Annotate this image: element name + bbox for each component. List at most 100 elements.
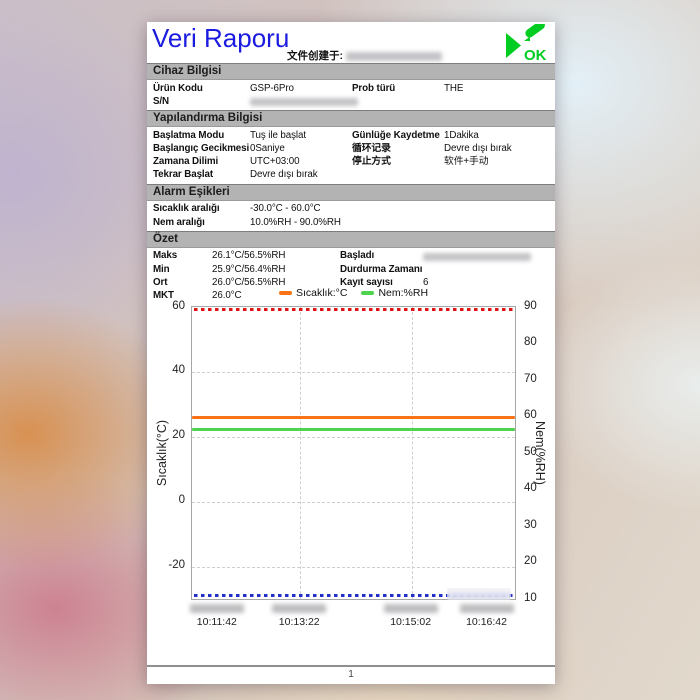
chart-legend: Sıcaklık:°C Nem:%RH	[191, 287, 516, 299]
v-gridline	[411, 307, 413, 599]
x-tick-time: 10:11:42	[196, 616, 237, 628]
y-tick-right: 10	[524, 591, 537, 604]
field-value: GSP-6Pro	[250, 82, 294, 94]
y-tick-right: 50	[524, 445, 537, 458]
field-value: 软件+手动	[444, 156, 489, 168]
table-row: Zamana Dilimi UTC+03:00 停止方式 软件+手动	[147, 155, 555, 168]
field-value: 6	[423, 276, 429, 288]
field-label: Ürün Kodu	[153, 82, 203, 94]
section-body: Sıcaklık aralığı -30.0°C - 60.0°C Nem aral…	[147, 201, 555, 231]
legend-swatch	[278, 291, 292, 295]
field-label: Min	[153, 263, 170, 275]
x-tick-time: 10:15:02	[390, 616, 432, 628]
field-value	[423, 263, 555, 276]
x-tick-date-redacted	[459, 604, 514, 613]
y-tick-left: 40	[172, 364, 185, 377]
field-label: 停止方式	[352, 156, 391, 168]
alarm-line-low	[194, 594, 513, 598]
field-label: Ort	[153, 276, 168, 288]
field-label: Nem aralığı	[153, 216, 205, 228]
field-value: -30.0°C - 60.0°C	[250, 203, 321, 215]
page-title: Veri Raporu	[152, 23, 290, 53]
field-value: 10.0%RH - 90.0%RH	[250, 216, 341, 228]
field-label: S/N	[153, 95, 170, 107]
h-gridline	[192, 371, 515, 373]
x-tick-date-redacted	[383, 604, 438, 613]
x-tick-time: 10:16:42	[466, 616, 507, 628]
legend-label: Nem:%RH	[378, 287, 429, 299]
field-label: Sıcaklık aralığı	[153, 203, 220, 215]
file-created-value-redacted	[346, 51, 442, 61]
h-gridline	[192, 436, 515, 438]
series-line-temperature	[192, 416, 515, 419]
chart: Sıcaklık:°C Nem:%RH Sıcaklık(°C) Nem(%RH)…	[147, 284, 555, 664]
field-value: 26.0°C/56.5%RH	[212, 276, 286, 288]
table-row: Başlatma Modu Tuş ile başlat Günlüğe Kayde…	[147, 129, 555, 142]
field-value: 1Dakika	[444, 129, 479, 141]
table-row: Ürün Kodu GSP-6Pro Prob türü THE	[147, 82, 555, 95]
field-label: Tekrar Başlat	[153, 169, 214, 181]
table-row: Ort 26.0°C/56.5%RH Kayıt sayısı 6	[147, 276, 555, 289]
ok-logo-icon: OK	[506, 20, 547, 64]
report-page: Veri Raporu 文件创建于: OK Cihaz Bilgisi Ürün …	[147, 20, 555, 684]
field-label: Günlüğe Kaydetme	[352, 129, 440, 141]
y-tick-right: 90	[524, 299, 537, 312]
h-gridline	[192, 501, 515, 503]
x-tick-time: 10:13:22	[278, 616, 320, 628]
alarm-line-high	[194, 308, 513, 312]
legend-item: Sıcaklık:°C	[278, 287, 348, 299]
file-created-label: 文件创建于:	[287, 50, 343, 62]
field-label: Prob türü	[352, 82, 396, 94]
field-label: Başlatma Modu	[153, 129, 225, 141]
h-gridline	[192, 566, 515, 568]
legend-item: Nem:%RH	[361, 287, 428, 299]
table-row: Maks 26.1°C/56.5%RH Başladı	[147, 249, 555, 262]
field-label: Başlangıç Gecikmesi	[153, 142, 250, 154]
brand-logo: OK	[503, 20, 549, 69]
section-header: Yapılandırma Bilgisi	[147, 110, 555, 128]
field-label: Maks	[153, 250, 178, 262]
table-row: Nem aralığı 10.0%RH - 90.0%RH	[147, 216, 555, 229]
field-value: 26.1°C/56.5%RH	[212, 250, 286, 262]
field-label: Zamana Dilimi	[153, 156, 219, 168]
section-body: Başlatma Modu Tuş ile başlat Günlüğe Kayde…	[147, 127, 555, 184]
x-tick-date-redacted	[272, 604, 327, 613]
field-label: Durdurma Zamanı	[340, 263, 423, 275]
field-value	[423, 249, 555, 262]
redacted-value	[250, 98, 358, 107]
field-value: Devre dışı bırak	[250, 169, 318, 181]
table-row: Başlangıç Gecikmesi 0Saniye 循环记录 Devre dışı…	[147, 142, 555, 155]
legend-label: Sıcaklık:°C	[295, 287, 348, 299]
field-label: Başladı	[340, 250, 375, 262]
section-header: Özet	[147, 230, 555, 248]
field-value: 25.9°C/56.4%RH	[212, 263, 286, 275]
footer-divider	[147, 665, 555, 667]
page-number: 1	[348, 669, 354, 680]
field-label: MKT	[153, 290, 174, 302]
y-tick-left: 0	[178, 494, 185, 507]
y-tick-left: 60	[172, 299, 185, 312]
field-value: 26.0°C	[212, 290, 242, 302]
field-value: UTC+03:00	[250, 156, 300, 168]
table-row: MKT 26.0°C	[147, 289, 555, 302]
redacted-patch	[447, 588, 511, 600]
y-tick-right: 70	[524, 372, 537, 385]
field-label: 循环记录	[352, 142, 391, 154]
series-line-humidity	[192, 427, 515, 431]
y-tick-right: 30	[524, 518, 537, 531]
section-body: Maks 26.1°C/56.5%RH Başladı Min 25.9°C/56.4%…	[147, 248, 555, 305]
y-tick-right: 60	[524, 409, 537, 421]
ok-logo-text: OK	[524, 47, 547, 64]
legend-swatch	[361, 291, 375, 295]
table-row: S/N	[147, 95, 555, 108]
redacted-value	[423, 253, 531, 262]
field-value: THE	[444, 82, 464, 94]
field-value: Tuş ile başlat	[250, 129, 306, 141]
section-header: Cihaz Bilgisi	[147, 63, 555, 80]
section-header: Alarm Eşikleri	[147, 183, 555, 201]
v-gridline	[300, 307, 302, 599]
y-tick-right: 80	[524, 336, 537, 348]
info-sections: Cihaz Bilgisi Ürün Kodu GSP-6Pro Prob türü T…	[147, 63, 555, 305]
chart-plot-area	[191, 306, 516, 600]
field-value: 0Saniye	[250, 142, 285, 154]
